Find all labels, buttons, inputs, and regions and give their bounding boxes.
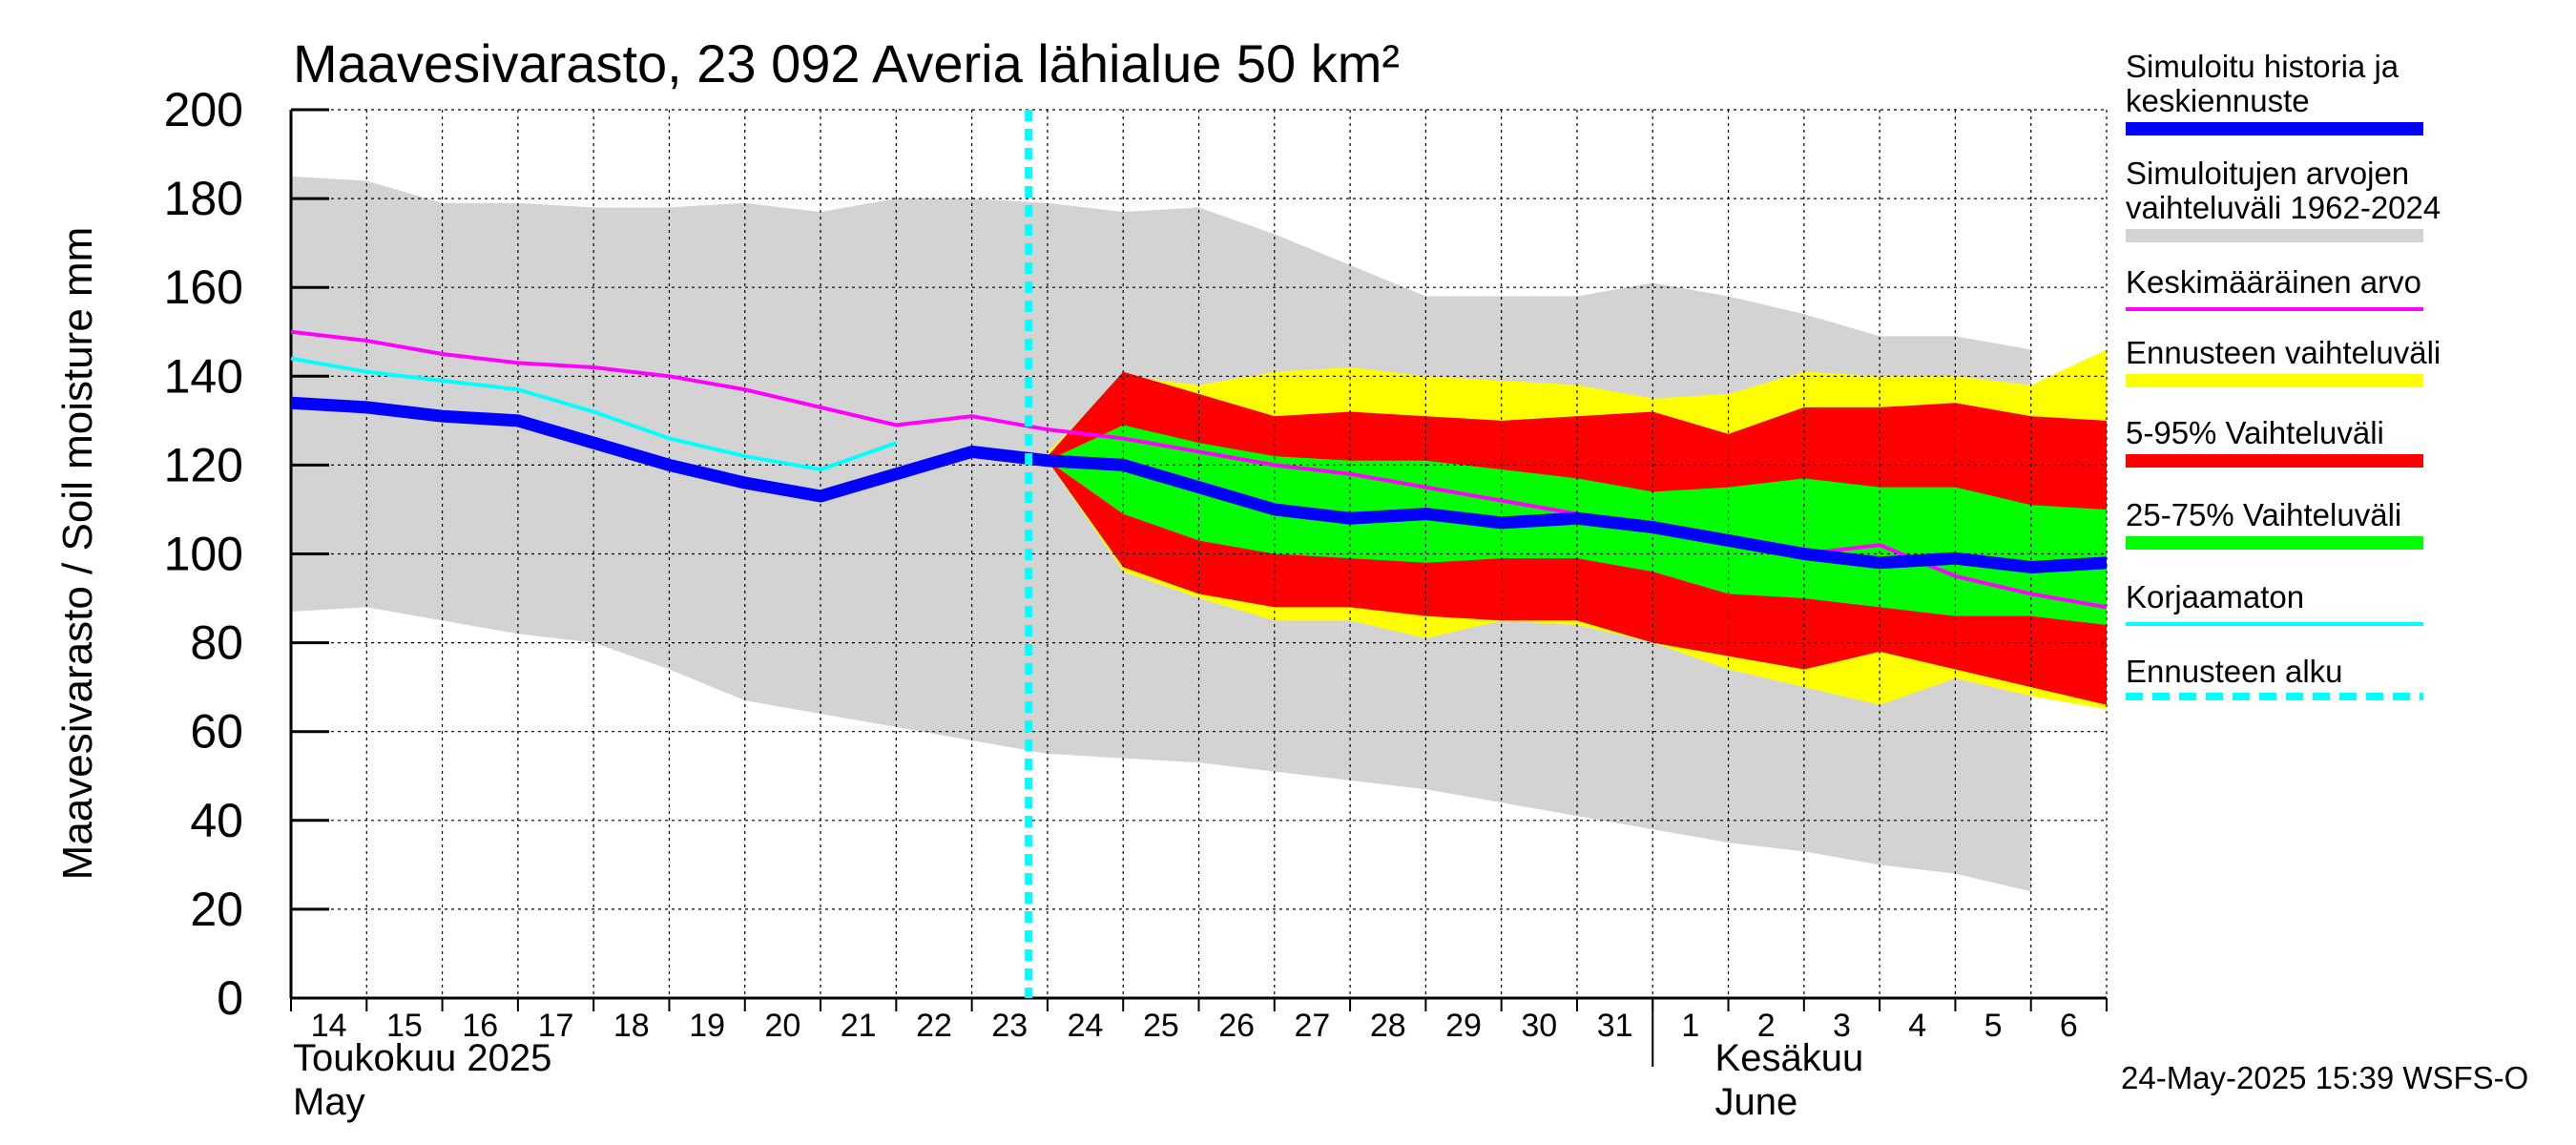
x-tick-label: 27 — [1295, 1008, 1331, 1044]
x-tick-label: 14 — [311, 1008, 347, 1044]
x-tick-label: 28 — [1370, 1008, 1406, 1044]
legend-swatch — [2126, 536, 2423, 550]
legend-swatch — [2126, 229, 2423, 242]
timestamp-footer: 24-May-2025 15:39 WSFS-O — [2121, 1060, 2529, 1095]
x-tick-label: 18 — [613, 1008, 650, 1044]
x-tick-label: 6 — [2060, 1008, 2078, 1044]
legend-swatch — [2126, 693, 2423, 700]
y-tick-label: 120 — [164, 438, 243, 491]
legend-label: 5-95% Vaihteluväli — [2126, 415, 2384, 450]
y-tick-label: 60 — [190, 705, 243, 759]
x-tick-label: 16 — [462, 1008, 498, 1044]
y-tick-label: 80 — [190, 616, 243, 670]
y-tick-label: 40 — [190, 794, 243, 847]
legend-swatch — [2126, 307, 2423, 311]
legend-swatch — [2126, 454, 2423, 468]
legend-swatch — [2126, 122, 2423, 135]
series-line-2 — [290, 396, 2108, 573]
x-tick-label: 15 — [386, 1008, 423, 1044]
legend-label: Simuloitu historia ja keskiennuste — [2126, 49, 2399, 118]
y-tick-label: 0 — [217, 971, 243, 1025]
y-tick-label: 180 — [164, 172, 243, 225]
x-tick-label: 25 — [1143, 1008, 1179, 1044]
x-tick-label: 20 — [764, 1008, 800, 1044]
x-tick-label: 29 — [1445, 1008, 1482, 1044]
legend-label: Simuloitujen arvojen vaihteluväli 1962-2… — [2126, 156, 2441, 225]
x-tick-label: 31 — [1597, 1008, 1633, 1044]
legend-item: Keskimääräinen arvo — [2126, 265, 2565, 311]
legend-label: Korjaamaton — [2126, 579, 2305, 614]
y-tick-label: 20 — [190, 883, 243, 936]
chart-title: Maavesivarasto, 23 092 Averia lähialue 5… — [293, 33, 1401, 94]
x-tick-label: 5 — [1984, 1008, 2003, 1044]
x-tick-label: 22 — [916, 1008, 952, 1044]
x-tick-label: 21 — [841, 1008, 877, 1044]
month-name-en: June — [1714, 1081, 1798, 1123]
y-axis-label: Maavesivarasto / Soil moisture mm — [54, 226, 101, 881]
y-tick-label: 140 — [164, 349, 243, 403]
x-tick-label: 24 — [1068, 1008, 1104, 1044]
x-tick-label: 4 — [1908, 1008, 1926, 1044]
y-tick-label: 160 — [164, 260, 243, 314]
month-label-may: Toukokuu 2025 May — [293, 1036, 551, 1124]
legend: Simuloitu historia ja keskiennuste Simulo… — [2126, 50, 2565, 700]
x-tick-label: 2 — [1757, 1008, 1776, 1044]
y-tick-label: 200 — [164, 83, 243, 136]
legend-item: Simuloitu historia ja keskiennuste — [2126, 50, 2565, 135]
legend-swatch — [2126, 622, 2423, 626]
legend-item: 5-95% Vaihteluväli — [2126, 416, 2565, 468]
x-tick-label: 23 — [991, 1008, 1028, 1044]
month-name-en: May — [293, 1081, 365, 1123]
legend-label: 25-75% Vaihteluväli — [2126, 497, 2402, 532]
legend-item: Simuloitujen arvojen vaihteluväli 1962-2… — [2126, 156, 2565, 242]
x-tick-label: 30 — [1521, 1008, 1557, 1044]
legend-item: Korjaamaton — [2126, 580, 2565, 626]
legend-label: Keskimääräinen arvo — [2126, 264, 2421, 300]
legend-label: Ennusteen alku — [2126, 654, 2343, 689]
legend-item: Ennusteen alku — [2126, 655, 2565, 700]
y-tick-label: 100 — [164, 528, 243, 581]
legend-item: Ennusteen vaihteluväli — [2126, 336, 2565, 387]
month-label-june: Kesäkuu June — [1715, 1036, 1864, 1124]
x-tick-label: 17 — [538, 1008, 574, 1044]
series-line-1 — [290, 356, 897, 472]
month-name-fi: Kesäkuu — [1714, 1037, 1864, 1079]
x-tick-label: 3 — [1833, 1008, 1851, 1044]
x-tick-label: 1 — [1681, 1008, 1699, 1044]
x-tick-label: 26 — [1218, 1008, 1255, 1044]
legend-swatch — [2126, 374, 2423, 387]
x-tick-label: 19 — [689, 1008, 725, 1044]
legend-item: 25-75% Vaihteluväli — [2126, 498, 2565, 550]
legend-label: Ennusteen vaihteluväli — [2126, 335, 2441, 370]
month-name-fi: Toukokuu 2025 — [293, 1037, 552, 1079]
